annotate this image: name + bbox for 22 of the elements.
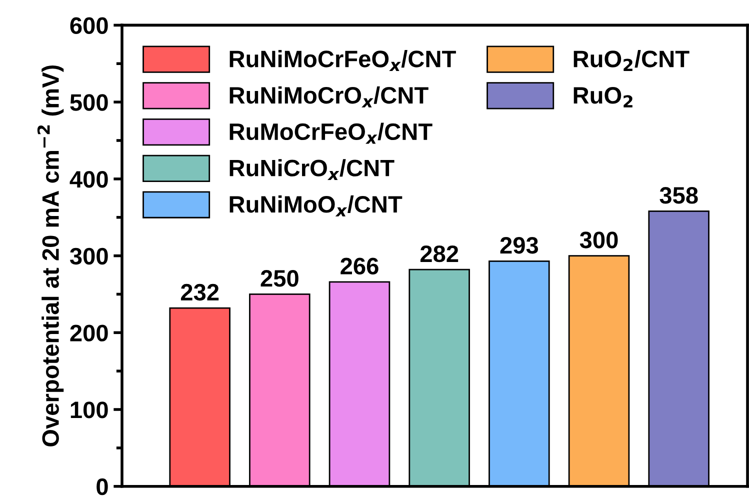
legend-label: RuO$_{2}$/CNT — [574, 50, 690, 71]
data-label: 282 — [420, 245, 458, 262]
legend-label: RuO$_{2}$ — [574, 87, 632, 108]
data-label: 250 — [260, 270, 298, 287]
y-axis-title: Overpotential at 20 mA cm$^{−2}$ (mV) — [37, 65, 64, 446]
y-tick-label: 200 — [70, 324, 108, 342]
y-tick-label: 600 — [70, 17, 108, 34]
legend-label: RuNiCrO$_{x}$/CNT — [230, 159, 394, 180]
data-label: 232 — [180, 284, 219, 301]
legend-label: RuNiMoCrO$_{x}$/CNT — [230, 86, 428, 108]
y-tick-label: 100 — [70, 402, 108, 418]
data-label: 266 — [340, 258, 378, 274]
y-tick-label: 300 — [70, 248, 108, 265]
y-tick-label: 400 — [70, 170, 108, 188]
y-tick-label: 500 — [70, 94, 108, 111]
legend-label: RuMoCrFeO$_{x}$/CNT — [230, 122, 432, 144]
legend-label: RuNiMoCrFeO$_{x}$/CNT — [230, 50, 456, 71]
data-label: 300 — [580, 232, 618, 248]
data-label: 358 — [660, 187, 698, 204]
y-tick-label: 0 — [96, 478, 108, 496]
data-label: 293 — [500, 236, 538, 254]
legend-label: RuNiMoO$_{x}$/CNT — [230, 195, 402, 216]
